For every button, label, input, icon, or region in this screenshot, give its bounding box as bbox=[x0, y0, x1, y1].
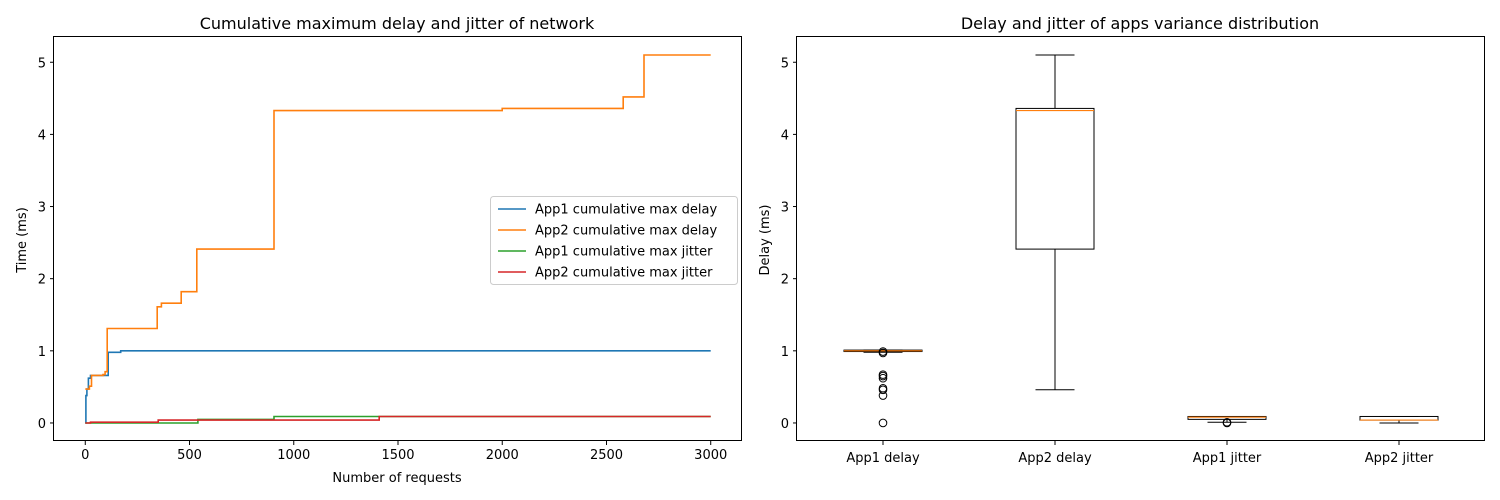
legend-box bbox=[490, 196, 738, 285]
y-axis-label: Delay (ms) bbox=[758, 205, 773, 276]
box-iqr bbox=[1015, 107, 1095, 250]
x-tick-label: 500 bbox=[177, 448, 202, 463]
series-line-app1-cumulative-max-delay bbox=[85, 350, 711, 424]
axis-ticks: 0 500 1000 1500 2000 2500 3000 0 1 2 3 4 5 bbox=[38, 56, 728, 463]
x-tick-label: App1 delay bbox=[846, 451, 920, 466]
x-tick-label: App2 delay bbox=[1018, 451, 1092, 466]
x-tick-label: App1 jitter bbox=[1193, 451, 1262, 466]
box-plots bbox=[843, 54, 1439, 428]
y-tick-label: 2 bbox=[781, 273, 789, 288]
chart-title: Cumulative maximum delay and jitter of n… bbox=[200, 14, 595, 33]
x-axis-label: Number of requests bbox=[332, 471, 461, 486]
y-tick-label: 0 bbox=[38, 417, 46, 432]
legend-label: App1 cumulative max jitter bbox=[535, 245, 713, 260]
y-tick-label: 3 bbox=[781, 201, 789, 216]
x-tick-label: 0 bbox=[81, 448, 89, 463]
x-tick-label: 3000 bbox=[694, 448, 727, 463]
y-tick-label: 5 bbox=[38, 56, 46, 71]
box-plot-app2-delay bbox=[1015, 54, 1095, 391]
series-line-app2-cumulative-max-jitter bbox=[85, 415, 711, 424]
y-tick-label: 3 bbox=[38, 201, 46, 216]
outlier-point bbox=[878, 370, 888, 379]
y-axis-label: Time (ms) bbox=[15, 207, 30, 274]
box-plot-app1-delay bbox=[843, 347, 923, 428]
y-tick-label: 5 bbox=[781, 56, 789, 71]
x-tick-label: 2500 bbox=[590, 448, 623, 463]
x-tick-label: 2000 bbox=[486, 448, 519, 463]
x-tick-label: 1000 bbox=[277, 448, 310, 463]
y-tick-label: 1 bbox=[781, 345, 789, 360]
legend-label: App2 cumulative max jitter bbox=[535, 266, 713, 281]
y-tick-label: 4 bbox=[781, 128, 789, 143]
series-lines bbox=[85, 54, 711, 424]
x-tick-label: 1500 bbox=[381, 448, 414, 463]
outlier-point bbox=[878, 373, 888, 383]
x-tick-label: App2 jitter bbox=[1365, 451, 1434, 466]
legend: App1 cumulative max delay App2 cumulative… bbox=[490, 196, 738, 285]
legend-label: App2 cumulative max delay bbox=[535, 224, 717, 239]
outlier-point bbox=[878, 418, 888, 428]
plot-frame bbox=[53, 36, 742, 441]
series-line-app2-cumulative-max-delay bbox=[85, 54, 711, 390]
box-plot-app1-jitter bbox=[1187, 415, 1267, 428]
y-tick-label: 4 bbox=[38, 128, 46, 143]
box-plot-app2-jitter bbox=[1359, 415, 1439, 424]
outlier-point bbox=[878, 384, 888, 393]
y-tick-label: 0 bbox=[781, 417, 789, 432]
outlier-point bbox=[878, 347, 888, 356]
y-tick-label: 1 bbox=[38, 345, 46, 360]
legend-label: App1 cumulative max delay bbox=[535, 203, 717, 218]
cumulative-delay-chart: Cumulative maximum delay and jitter of n… bbox=[15, 14, 742, 486]
axis-ticks: 0 1 2 3 4 5 App1 delay App2 delay App1 jitter App… bbox=[781, 56, 1434, 466]
outlier-point bbox=[1222, 417, 1232, 427]
variance-boxplot-chart: Delay and jitter of apps variance distri… bbox=[758, 14, 1485, 466]
y-tick-label: 2 bbox=[38, 273, 46, 288]
plot-frame bbox=[796, 36, 1485, 441]
chart-title: Delay and jitter of apps variance distri… bbox=[961, 14, 1319, 33]
